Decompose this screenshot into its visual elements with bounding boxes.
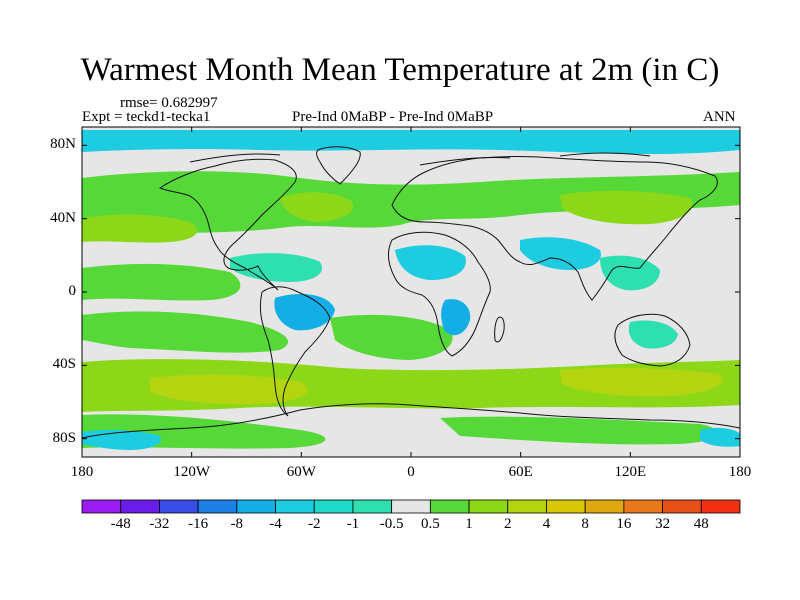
arctic-band <box>82 130 740 155</box>
colorbar-swatch <box>700 499 741 514</box>
colorbar-label: -1 <box>346 516 360 532</box>
east-africa-cool <box>441 299 471 336</box>
sahel-cool <box>395 245 466 280</box>
coast-australia <box>614 313 691 367</box>
colorbar-label: 8 <box>581 516 589 532</box>
south-pacific-warm <box>150 374 308 405</box>
caribbean-cool <box>230 253 323 282</box>
coast-south-america <box>259 286 331 417</box>
antarctic-cool-east <box>700 427 740 447</box>
colorbar-swatch <box>275 499 315 514</box>
colorbar-label: 48 <box>693 516 709 532</box>
longitude-tick-label: 180 <box>70 464 94 480</box>
colorbar-swatch <box>584 499 625 514</box>
colorbar-swatch <box>236 499 276 514</box>
colorbar-swatch <box>546 499 586 514</box>
longitude-tick-label: 60E <box>508 464 533 480</box>
colorbar-swatch <box>429 499 470 514</box>
colorbar-swatch <box>81 499 122 514</box>
longitude-tick-label: 180 <box>728 464 752 480</box>
colorbar-label: 0.5 <box>420 516 440 532</box>
latitude-tick-label: 80N <box>50 136 76 153</box>
colorbar-swatch <box>197 499 238 514</box>
colorbar-label: -16 <box>188 516 209 532</box>
expt-label: Expt = teckd1-tecka1 <box>82 109 211 125</box>
colorbar-label: -4 <box>269 516 282 532</box>
coast-antarctica <box>82 403 740 439</box>
chart-title: Warmest Month Mean Temperature at 2m (in… <box>80 52 720 88</box>
longitude-tick-label: 120W <box>173 464 210 480</box>
comparison-label: Pre-Ind 0MaBP - Pre-Ind 0MaBP <box>292 109 494 125</box>
southeast-asia-cool <box>600 255 660 291</box>
axis-tick-marks <box>81 127 741 457</box>
colorbar-label: 32 <box>655 516 671 532</box>
colorbar-swatch <box>468 499 509 514</box>
colorbar-label: 2 <box>504 516 512 532</box>
colorbar-label: -2 <box>307 516 321 532</box>
colorbar-swatch <box>352 499 393 514</box>
longitude-tick-label: 60W <box>286 464 316 480</box>
colorbar-label: 1 <box>465 516 473 532</box>
coast-north-america <box>158 158 297 291</box>
latitude-tick-label: 80S <box>52 429 76 446</box>
colorbar-label: 16 <box>616 516 632 532</box>
colorbar-label: -0.5 <box>379 516 404 532</box>
antarctic-coast-east <box>440 416 718 445</box>
anomaly-regions <box>82 130 740 450</box>
tropical-pacific-north <box>82 263 241 301</box>
colorbar-label: -8 <box>230 516 244 532</box>
rmse-label: rmse= 0.682997 <box>120 95 218 111</box>
north-pacific-east <box>560 190 693 225</box>
colorbar-label: -32 <box>149 516 170 532</box>
colorbar-swatch <box>159 499 199 514</box>
latitude-tick-label: 40S <box>52 356 76 373</box>
colorbar <box>81 499 741 514</box>
band-north-mid <box>82 171 740 235</box>
amazon-cool <box>274 294 335 331</box>
latitude-tick-label: 0 <box>68 283 77 299</box>
colorbar-swatch <box>120 499 160 514</box>
coastlines <box>82 146 740 439</box>
north-pacific-patch <box>82 214 198 243</box>
south-atlantic-band <box>330 314 453 360</box>
colorbar-swatch <box>507 499 547 514</box>
north-atlantic-patch <box>280 192 354 222</box>
season-label: ANN <box>703 109 736 125</box>
longitude-tick-label: 0 <box>407 464 415 480</box>
coast-africa <box>387 231 491 357</box>
colorbar-swatch <box>623 499 663 514</box>
latitude-tick-label: 40N <box>50 209 76 226</box>
coast-eurasia <box>391 156 718 301</box>
coast-greenland <box>316 146 361 185</box>
coast-madagascar <box>494 316 505 343</box>
coast-arctic <box>189 152 651 166</box>
colorbar-swatch <box>391 499 431 514</box>
colorbar-label: -48 <box>110 516 131 532</box>
colorbar-swatch <box>313 499 354 514</box>
colorbar-label: 4 <box>542 516 551 532</box>
tropical-pacific-south <box>82 311 289 353</box>
australia-cool <box>628 320 678 349</box>
colorbar-swatch <box>662 499 702 514</box>
south-indian-warm <box>560 367 723 397</box>
map-field <box>82 127 740 457</box>
longitude-tick-label: 120E <box>614 464 647 480</box>
